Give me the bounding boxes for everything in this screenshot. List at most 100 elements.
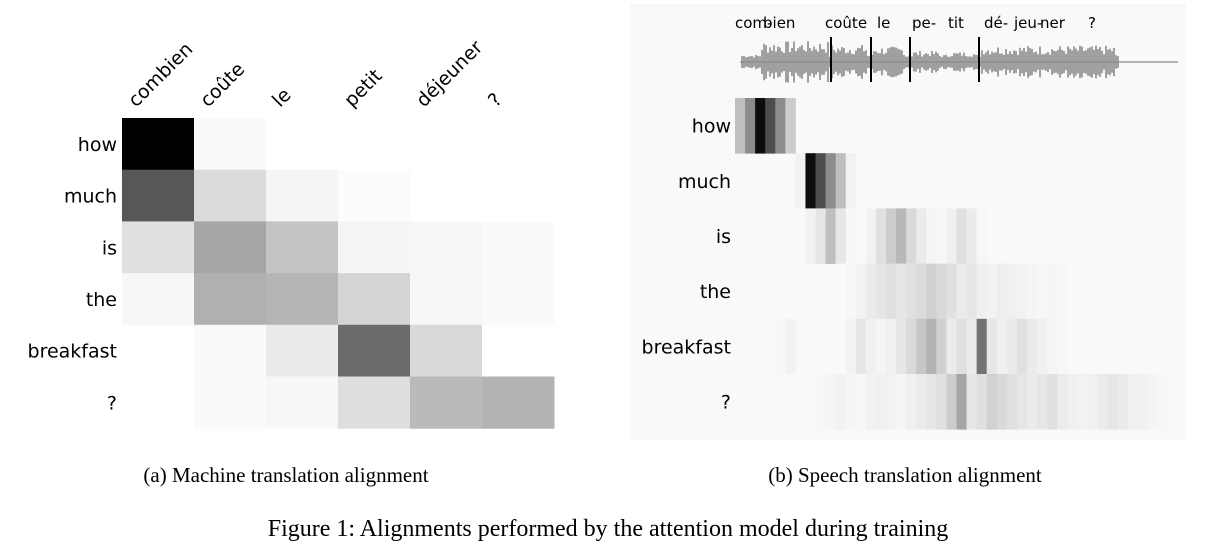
st-cell xyxy=(886,263,897,320)
st-cell xyxy=(896,263,907,320)
st-cell xyxy=(976,318,988,375)
st-cell xyxy=(986,263,998,320)
st-cell xyxy=(1037,374,1048,430)
mt-cell xyxy=(194,221,267,274)
mt-cell xyxy=(410,376,483,429)
figure-caption: Figure 1: Alignments performed by the at… xyxy=(268,516,949,542)
st-cell xyxy=(976,374,988,430)
st-cell xyxy=(845,153,857,209)
st-cell xyxy=(775,98,786,154)
caption-a: (a) Machine translation alignment xyxy=(143,463,428,487)
mt-cell xyxy=(122,118,195,171)
st-cell xyxy=(976,263,988,320)
st-cell xyxy=(1047,318,1058,375)
st-cell xyxy=(1047,374,1058,430)
mt-cell xyxy=(338,118,411,171)
st-cell xyxy=(956,263,967,320)
mt-cell xyxy=(266,169,339,222)
st-cell xyxy=(875,318,887,375)
st-cell xyxy=(966,208,978,264)
mt-cell xyxy=(410,169,483,222)
st-cell xyxy=(865,318,877,375)
st-waveform xyxy=(740,41,1178,83)
st-cell xyxy=(926,263,937,320)
mt-cell xyxy=(266,376,339,429)
st-cell xyxy=(916,374,927,430)
st-cell xyxy=(1137,374,1149,430)
mt-cell xyxy=(482,376,555,429)
st-syllable-label: ner xyxy=(1040,14,1066,32)
st-cell xyxy=(825,208,837,264)
st-cell xyxy=(805,374,816,430)
st-cell xyxy=(996,318,1008,375)
st-cell xyxy=(1167,374,1179,430)
st-cell xyxy=(916,318,927,375)
st-syllable-labels: com-bien coûte le pe-tit dé-jeu-ner? xyxy=(735,14,1096,32)
mt-row-label: how xyxy=(78,134,117,156)
st-cell xyxy=(896,318,907,375)
mt-column-label: combien xyxy=(124,38,197,111)
mt-column-label: déjeuner xyxy=(412,36,487,111)
st-cell xyxy=(1026,318,1038,375)
st-cell xyxy=(835,374,847,430)
st-cell xyxy=(1016,318,1028,375)
mt-column-label: coûte xyxy=(196,58,249,111)
st-cell xyxy=(825,374,837,430)
st-cell xyxy=(805,208,816,264)
st-cell xyxy=(966,374,978,430)
mt-cell xyxy=(482,221,555,274)
st-cell xyxy=(986,374,998,430)
mt-cell xyxy=(122,169,195,222)
st-syllable-label: ? xyxy=(1088,14,1096,32)
st-cell xyxy=(956,374,967,430)
st-cell xyxy=(946,374,957,430)
mt-row-label: breakfast xyxy=(28,341,117,363)
mt-cell xyxy=(122,221,195,274)
st-cell xyxy=(855,208,867,264)
mt-row-labels: how much is the breakfast? xyxy=(28,134,117,415)
st-cell xyxy=(855,318,867,375)
st-cell xyxy=(1026,374,1038,430)
st-cell xyxy=(815,208,827,264)
st-cell xyxy=(956,318,967,375)
st-cell xyxy=(865,263,877,320)
mt-cell xyxy=(482,324,555,377)
st-cell xyxy=(1057,318,1068,375)
mt-cell xyxy=(338,169,411,222)
st-cell xyxy=(1037,263,1048,320)
st-cell xyxy=(875,208,887,264)
st-syllable-label: coûte xyxy=(825,14,867,32)
st-cell xyxy=(1157,374,1169,430)
mt-cell xyxy=(266,324,339,377)
st-cell xyxy=(896,374,907,430)
mt-cell xyxy=(410,221,483,274)
st-cell xyxy=(835,208,847,264)
st-cell xyxy=(855,374,867,430)
st-cell xyxy=(996,263,1008,320)
st-row-label: ? xyxy=(721,392,731,414)
st-cell xyxy=(1147,374,1159,430)
mt-cell xyxy=(194,118,267,171)
st-syllable-label: pe- xyxy=(912,14,936,32)
st-cell xyxy=(1006,318,1018,375)
st-cell xyxy=(916,263,927,320)
st-cell xyxy=(926,318,937,375)
st-cell xyxy=(845,208,857,264)
st-cell xyxy=(735,98,746,154)
st-cell xyxy=(1107,374,1118,430)
st-syllable-label: jeu- xyxy=(1013,14,1042,32)
mt-cell xyxy=(338,221,411,274)
st-cell xyxy=(745,98,756,154)
st-row-label: much xyxy=(678,171,731,193)
st-cell xyxy=(886,208,897,264)
st-cell xyxy=(765,98,776,154)
st-cell xyxy=(986,318,998,375)
mt-cell xyxy=(410,273,483,326)
st-cell xyxy=(865,208,877,264)
st-cell xyxy=(835,263,847,320)
mt-cell xyxy=(194,324,267,377)
st-cell xyxy=(906,263,917,320)
st-syllable-label: tit xyxy=(948,14,964,32)
st-cell xyxy=(775,318,786,375)
